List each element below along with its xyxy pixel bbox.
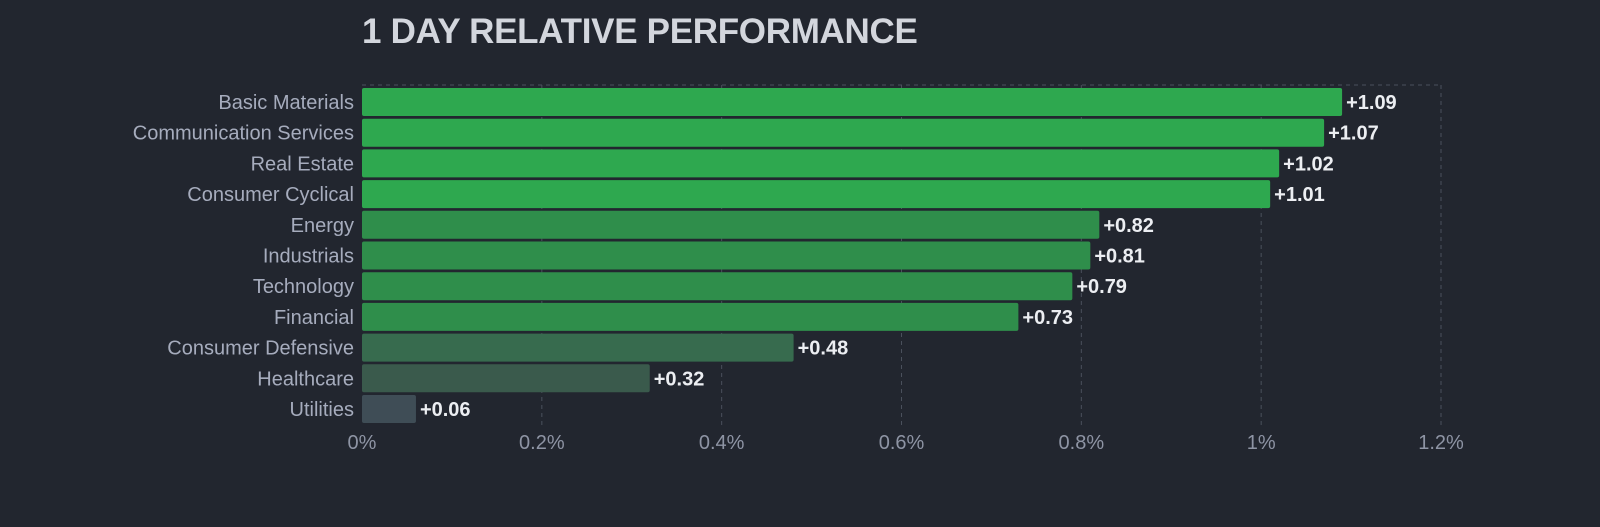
x-tick-label: 0% <box>348 432 377 454</box>
value-label: +1.07 <box>1328 123 1379 145</box>
value-label: +0.32 <box>654 368 705 390</box>
category-label: Basic Materials <box>218 92 354 114</box>
bar <box>362 302 1019 331</box>
value-label: +0.73 <box>1022 307 1073 329</box>
value-label: +0.82 <box>1103 215 1154 237</box>
category-label: Healthcare <box>257 368 354 390</box>
category-label: Technology <box>253 276 354 298</box>
value-label: +0.48 <box>798 338 849 360</box>
value-label: +0.79 <box>1076 276 1127 298</box>
bar <box>362 333 794 362</box>
value-label: +0.81 <box>1094 246 1145 268</box>
x-tick-label: 0.4% <box>699 432 745 454</box>
category-label: Financial <box>274 307 354 329</box>
bars <box>362 88 1343 423</box>
x-tick-label: 0.8% <box>1059 432 1105 454</box>
bar <box>362 272 1073 301</box>
category-label: Utilities <box>290 399 354 421</box>
category-label: Industrials <box>263 246 354 268</box>
bar <box>362 241 1091 270</box>
value-label: +0.06 <box>420 399 471 421</box>
chart-title: 1 DAY RELATIVE PERFORMANCE <box>362 12 918 51</box>
value-label: +1.09 <box>1346 92 1397 114</box>
bar <box>362 149 1280 178</box>
x-tick-label: 1% <box>1247 432 1276 454</box>
category-label: Real Estate <box>251 153 354 175</box>
value-label: +1.01 <box>1274 184 1325 206</box>
value-label: +1.02 <box>1283 153 1334 175</box>
category-label: Communication Services <box>133 123 354 145</box>
x-tick-label: 1.2% <box>1418 432 1464 454</box>
bar <box>362 88 1343 116</box>
category-label: Consumer Defensive <box>167 338 354 360</box>
x-tick-label: 0.2% <box>519 432 565 454</box>
bar <box>362 395 416 423</box>
bar <box>362 180 1271 209</box>
bar <box>362 210 1100 239</box>
bar <box>362 118 1325 147</box>
category-label: Consumer Cyclical <box>187 184 354 206</box>
bar <box>362 364 650 393</box>
labels: 0% 0.2% 0.4% 0.6% 0.8% 1% 1.2% Basic Materials +… <box>133 92 1464 454</box>
category-label: Energy <box>291 215 354 237</box>
x-tick-label: 0.6% <box>879 432 925 454</box>
